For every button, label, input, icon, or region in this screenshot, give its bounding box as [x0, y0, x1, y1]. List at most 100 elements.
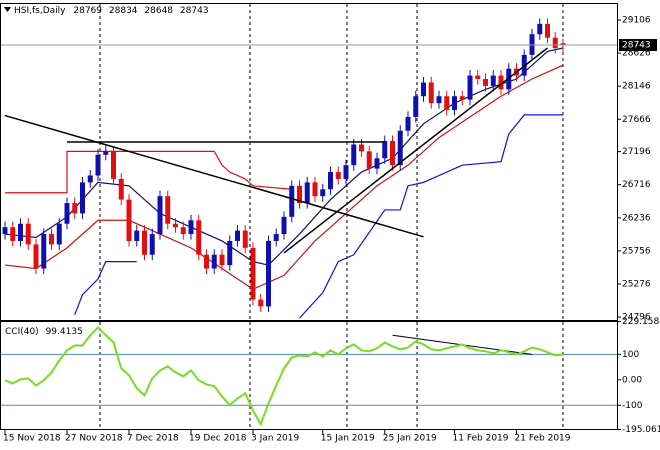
price-label: 28743 — [622, 41, 651, 51]
last-high: 28834 — [109, 6, 138, 16]
x-tick-label: 27 Nov 2018 — [65, 434, 123, 444]
x-tick-label: 25 Jan 2019 — [383, 434, 437, 444]
y-tick-label: 100 — [622, 350, 639, 360]
candle-body — [320, 189, 326, 197]
candle-body — [475, 75, 481, 80]
y-tick-label: 29106 — [622, 16, 651, 26]
candle-body — [118, 178, 124, 200]
candle-body — [180, 227, 186, 235]
candle-body — [382, 141, 388, 159]
candle-body — [552, 37, 558, 49]
candle-body — [359, 144, 364, 152]
candle-body — [10, 227, 16, 241]
x-tick-label: 3 Jan 2019 — [251, 434, 299, 444]
x-tick-label: 11 Feb 2019 — [453, 434, 509, 444]
candle-body — [374, 158, 380, 169]
x-tick-label: 7 Dec 2018 — [127, 434, 179, 444]
candle-body — [273, 234, 279, 241]
candle-body — [196, 220, 202, 255]
candle-body — [498, 75, 504, 90]
trendline — [283, 47, 548, 254]
candle-body — [165, 196, 171, 224]
candle-body — [452, 96, 457, 111]
candle-body — [80, 182, 85, 214]
candle-body — [87, 175, 93, 183]
indicator-line — [74, 261, 137, 315]
candle-body — [545, 23, 550, 38]
candle-body — [242, 230, 248, 248]
title-text: HSI,fs,Daily — [14, 6, 66, 16]
candle-body — [95, 154, 101, 176]
y-tick-label: 229.1588 — [622, 317, 660, 327]
candle-body — [459, 96, 465, 100]
candle-body — [188, 220, 194, 235]
x-tick-label: 15 Nov 2018 — [3, 434, 61, 444]
y-tick-label: 28626 — [622, 49, 651, 59]
candle-body — [227, 240, 233, 266]
chart-title: HSI,fs,Daily 28769 28834 28648 28743 — [14, 6, 209, 16]
indicator-line — [4, 64, 564, 290]
x-tick-label: 19 Dec 2018 — [189, 434, 247, 444]
candle-body — [467, 75, 473, 100]
indicator-line — [299, 114, 563, 319]
y-tick-label: 26716 — [622, 180, 651, 190]
candle-body — [211, 254, 217, 269]
candle-body — [56, 223, 62, 245]
candle-body — [413, 96, 419, 117]
candle-body — [405, 116, 411, 131]
candle-body — [266, 240, 271, 307]
candle-body — [343, 165, 349, 179]
candle-body — [33, 244, 39, 269]
candle-body — [204, 254, 209, 269]
y-tick-label: 24796 — [622, 313, 651, 323]
candle-body — [366, 151, 372, 169]
cci-last: 99.4135 — [46, 327, 83, 337]
candle-body — [444, 96, 450, 111]
candle-body — [219, 254, 225, 266]
y-tick-label: -100 — [622, 401, 643, 411]
candle-body — [537, 23, 543, 35]
candle-body — [25, 223, 31, 245]
candle-body — [483, 79, 488, 86]
candle-body — [397, 130, 403, 166]
last-close: 28743 — [180, 6, 209, 16]
y-tick-label: 27666 — [622, 115, 651, 125]
candle-body — [421, 82, 426, 97]
candle-body — [173, 223, 178, 228]
trendline — [4, 114, 424, 238]
main-frame — [0, 3, 618, 321]
y-tick-label: -195.0612 — [622, 425, 660, 435]
y-tick-label: 25276 — [622, 279, 651, 289]
candle-body — [436, 96, 442, 104]
candle-body — [312, 182, 318, 197]
candle-body — [126, 199, 132, 241]
candle-body — [351, 144, 357, 166]
candle-body — [111, 151, 116, 179]
candle-body — [335, 172, 341, 179]
candle-body — [134, 230, 140, 241]
candle-body — [289, 185, 295, 217]
last-open: 28769 — [73, 6, 102, 16]
candle-body — [235, 230, 240, 241]
cci-title: CCI(40) 99.4135 — [5, 327, 83, 337]
candle-body — [142, 230, 147, 255]
candle-body — [157, 196, 163, 235]
x-tick-label: 21 Feb 2019 — [515, 434, 571, 444]
candle-body — [297, 185, 302, 204]
last-low: 28648 — [144, 6, 173, 16]
candle-body — [490, 75, 496, 86]
price-box — [619, 39, 657, 52]
candle-body — [428, 82, 434, 104]
candle-body — [560, 43, 566, 46]
x-tick-label: 15 Jan 2019 — [321, 434, 375, 444]
cci-name: CCI(40) — [5, 327, 39, 337]
candle-body — [72, 203, 78, 214]
y-tick-label: 28146 — [622, 82, 651, 92]
y-tick-label: 27196 — [622, 147, 651, 157]
title-icon — [4, 7, 11, 12]
candle-body — [250, 247, 256, 300]
cci-frame — [0, 321, 618, 430]
y-tick-label: 0.00 — [622, 375, 642, 385]
candle-body — [149, 234, 155, 255]
